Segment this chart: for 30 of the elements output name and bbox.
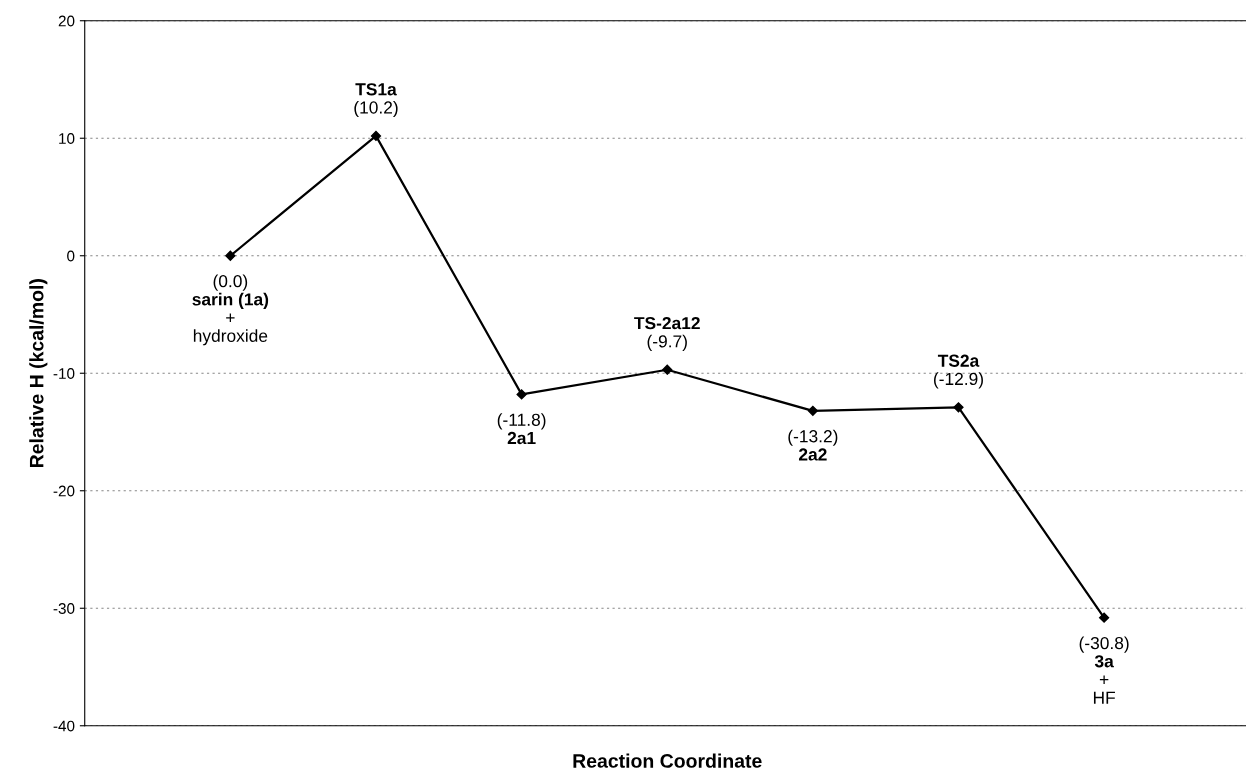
data-label: (-11.8) [497, 413, 546, 430]
point [1098, 612, 1110, 623]
annotation: TS-2a12 [634, 316, 700, 330]
point [225, 250, 236, 261]
data-label: (-30.8) [1079, 636, 1129, 653]
x-axis-title: Reaction Coordinate [573, 753, 762, 768]
point [807, 405, 818, 416]
data-label: (-13.2) [788, 429, 838, 446]
y-tick-label: -20 [53, 485, 75, 497]
annotation: 3a + HF [1093, 655, 1115, 704]
annotation: 2a2 [798, 448, 827, 461]
y-tick-label: -30 [53, 603, 75, 614]
point [516, 389, 527, 400]
annotation: sarin (1a) + hydroxide [192, 292, 269, 346]
y-tick-label: -40 [53, 720, 75, 732]
point [953, 402, 964, 413]
y-tick-label: 20 [58, 15, 75, 27]
y-tick-label: 10 [59, 133, 75, 144]
point [662, 364, 673, 375]
data-label: (10.2) [354, 100, 398, 118]
point [370, 130, 382, 142]
data-label: (-9.7) [647, 334, 687, 351]
y-tick-label: -10 [53, 368, 75, 379]
y-axis-title: Relative H (kcal/mol) [29, 279, 48, 468]
annotation: 2a1 [507, 431, 536, 445]
annotation: TS2a [937, 354, 980, 367]
data-label: (0.0) [213, 274, 248, 291]
annotation: TS1a [355, 83, 397, 96]
y-tick-label: 0 [67, 250, 75, 262]
data-label: (-12.9) [934, 372, 983, 389]
